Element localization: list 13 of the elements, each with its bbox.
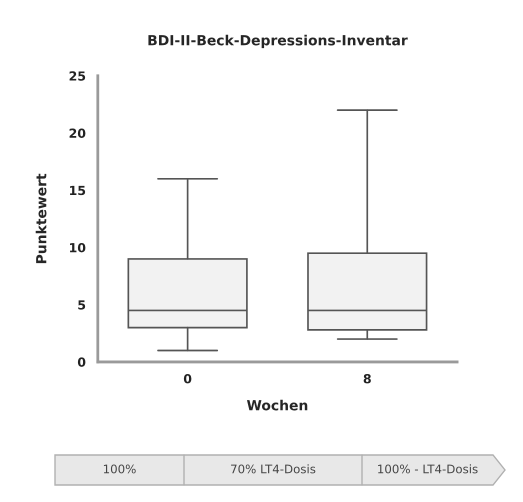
- text: 100%: [104, 464, 136, 474]
- text: 100% - LT4-Dosis: [378, 464, 478, 474]
- text: 70% LT4-Dosis: [231, 464, 316, 474]
- y-tick-label: 20: [70, 128, 86, 138]
- y-tick-label: 25: [70, 71, 86, 81]
- y-tick-label: 0: [78, 357, 86, 367]
- y-tick-label: 15: [70, 186, 86, 196]
- chart-title: BDI-II-Beck-Depressions-Inventar: [148, 34, 408, 48]
- x-tick-label: 8: [364, 374, 371, 384]
- y-tick-label: 5: [78, 300, 86, 310]
- y-tick-label: 10: [70, 242, 86, 252]
- x-axis-title: Wochen: [246, 400, 308, 410]
- y-axis-title: Punktewert: [36, 174, 46, 264]
